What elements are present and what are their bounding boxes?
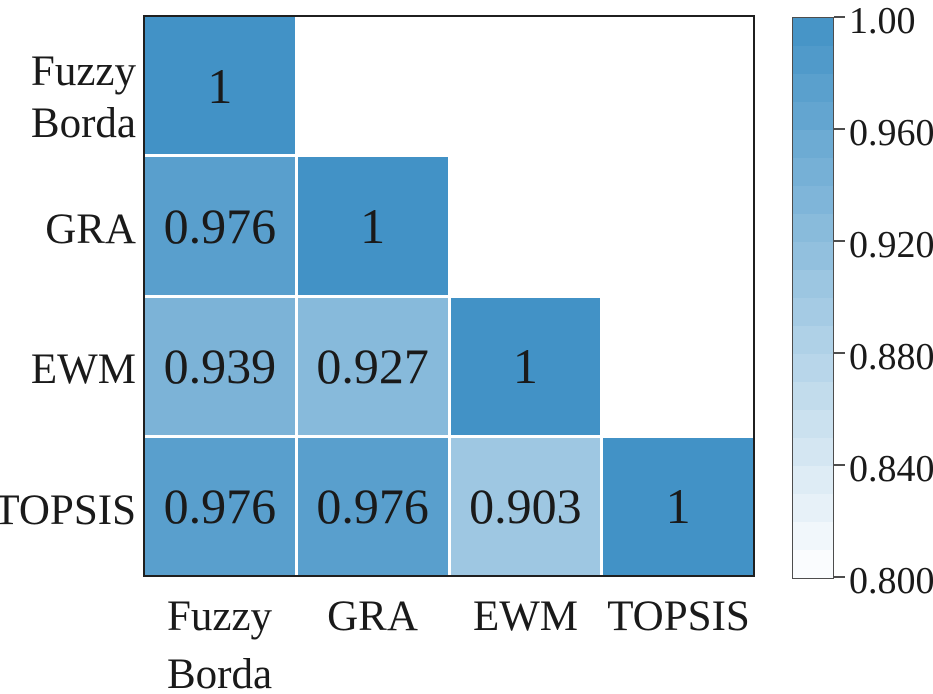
colorbar-band xyxy=(793,410,833,438)
colorbar-tick-label: 0.840 xyxy=(849,448,933,490)
colorbar-tick-label: 0.960 xyxy=(849,112,933,154)
colorbar-tick-label: 0.800 xyxy=(849,560,933,602)
x-axis-label-ewm: EWM xyxy=(472,593,579,640)
y-axis-label-ewm: EWM xyxy=(30,346,136,394)
colorbar-tick-label: 0.920 xyxy=(849,224,933,266)
colorbar-band xyxy=(793,18,833,46)
colorbar-tick-label: 1.00 xyxy=(849,0,916,42)
heatmap-cell-empty xyxy=(603,17,753,154)
heatmap-cell-ewm-x-gra: 0.927 xyxy=(297,297,448,435)
colorbar-band xyxy=(793,130,833,158)
colorbar-tick-mark xyxy=(834,128,845,130)
colorbar-band xyxy=(793,550,833,578)
heatmap-cell-empty xyxy=(603,157,753,294)
y-axis-label-topsis: TOPSIS xyxy=(0,486,136,534)
colorbar-band xyxy=(793,438,833,466)
x-axis-label-topsis: TOPSIS xyxy=(607,593,750,640)
heatmap-cell-empty xyxy=(451,157,601,294)
heatmap-cell-empty xyxy=(298,17,448,154)
colorbar-band xyxy=(793,102,833,130)
colorbar-tick-label: 0.880 xyxy=(849,336,933,378)
colorbar-band xyxy=(793,522,833,550)
colorbar-band xyxy=(793,354,833,382)
heatmap-plot-area: 1 0.976 1 0.939 0.927 1 0.976 0.976 0.903 1 xyxy=(143,15,755,577)
heatmap-cell-topsis-x-gra: 0.976 xyxy=(297,437,448,575)
heatmap-cell-topsis-x-fuzzy-borda: 0.976 xyxy=(145,437,295,575)
colorbar xyxy=(792,17,834,579)
heatmap-cell-empty xyxy=(603,298,753,435)
colorbar-band xyxy=(793,158,833,186)
heatmap-cell-topsis-x-topsis: 1 xyxy=(603,437,753,575)
heatmap-cell-ewm-x-fuzzy-borda: 0.939 xyxy=(145,297,295,435)
colorbar-band xyxy=(793,326,833,354)
colorbar-band xyxy=(793,74,833,102)
colorbar-band xyxy=(793,242,833,270)
colorbar-band xyxy=(793,382,833,410)
colorbar-band xyxy=(793,214,833,242)
colorbar-band xyxy=(793,298,833,326)
colorbar-tick-mark xyxy=(834,576,845,578)
colorbar-band xyxy=(793,186,833,214)
heatmap-cell-gra-x-gra: 1 xyxy=(297,157,448,295)
heatmap-cell-gra-x-fuzzy-borda: 0.976 xyxy=(145,157,295,295)
heatmap-cell-topsis-x-ewm: 0.903 xyxy=(450,437,601,575)
colorbar-band xyxy=(793,270,833,298)
colorbar-band xyxy=(793,46,833,74)
colorbar-band xyxy=(793,494,833,522)
heatmap-grid: 1 0.976 1 0.939 0.927 1 0.976 0.976 0.903 1 xyxy=(145,17,753,575)
x-axis-label-fuzzy-borda: Fuzzy Borda xyxy=(166,593,273,694)
y-axis-label-fuzzy-borda: Fuzzy Borda xyxy=(30,48,136,148)
x-axis-label-gra: GRA xyxy=(327,593,418,640)
heatmap-cell-empty xyxy=(451,17,601,154)
colorbar-tick-mark xyxy=(834,16,845,18)
heatmap-cell-ewm-x-ewm: 1 xyxy=(450,297,601,435)
y-axis-label-gra: GRA xyxy=(45,205,136,253)
colorbar-tick-mark xyxy=(834,240,845,242)
colorbar-tick-mark xyxy=(834,464,845,466)
colorbar-band xyxy=(793,466,833,494)
colorbar-tick-mark xyxy=(834,352,845,354)
heatmap-cell-fuzzy-borda-x-fuzzy-borda: 1 xyxy=(145,17,295,155)
